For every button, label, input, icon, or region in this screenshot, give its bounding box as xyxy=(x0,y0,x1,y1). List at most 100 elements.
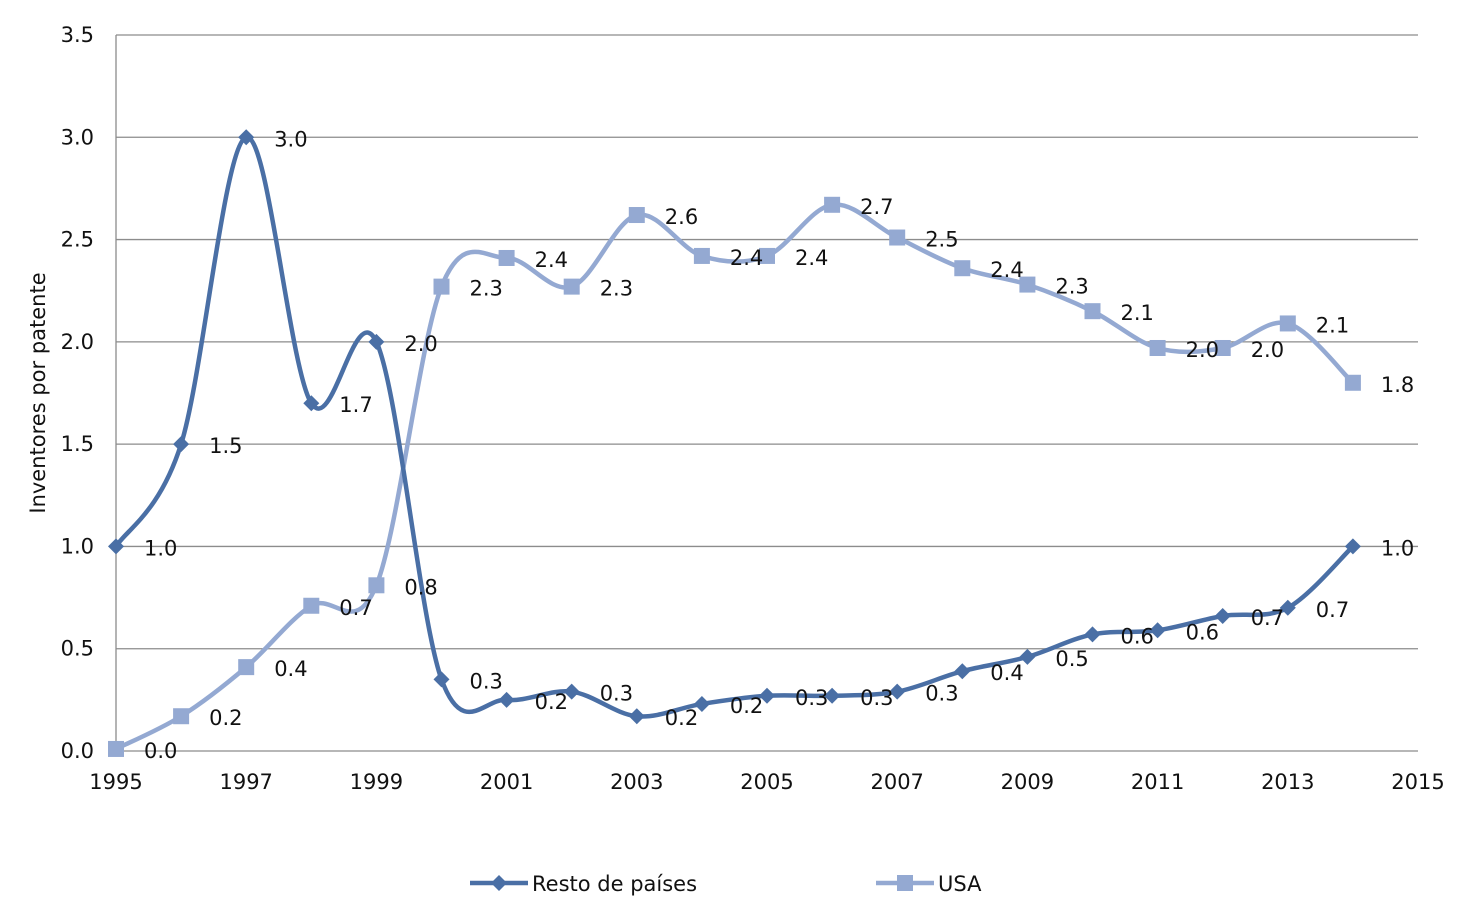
data-point xyxy=(498,249,515,266)
y-tick-label: 3.0 xyxy=(61,125,94,149)
series-line xyxy=(114,135,1355,719)
data-label: 2.0 xyxy=(404,332,437,356)
data-label: 2.0 xyxy=(1186,338,1219,362)
x-tick-label: 2013 xyxy=(1261,770,1314,794)
data-point xyxy=(693,695,710,712)
data-label: 2.5 xyxy=(925,228,958,252)
legend-label: Resto de países xyxy=(532,872,697,896)
data-point xyxy=(303,395,320,412)
data-label: 1.8 xyxy=(1381,373,1414,397)
data-point xyxy=(759,247,775,264)
data-label: 0.6 xyxy=(1186,620,1219,644)
data-point xyxy=(1019,276,1036,293)
x-tick-label: 1997 xyxy=(219,770,272,794)
axes: 0.0 0.5 1.0 1.5 2.0 2.5 3.0 3.5 1995 1997 1999 2001… xyxy=(61,23,1445,794)
x-tick-label: 2009 xyxy=(1001,770,1054,794)
data-label: 0.3 xyxy=(470,669,503,693)
data-label: 2.4 xyxy=(990,258,1023,282)
data-label: 0.8 xyxy=(404,575,437,599)
series-resto xyxy=(108,129,1361,725)
y-tick-label: 2.0 xyxy=(61,330,94,354)
data-label: 0.3 xyxy=(925,682,958,706)
data-point xyxy=(238,659,255,676)
data-label: 0.2 xyxy=(209,706,242,730)
data-point xyxy=(1149,339,1166,356)
data-point xyxy=(1279,599,1296,616)
x-tick-label: 2001 xyxy=(480,770,533,794)
data-labels: 1.0 1.5 3.0 1.7 2.0 0.3 0.2 0.3 0.2 0.2 0.3 0.3 0.3 0… xyxy=(144,127,1414,763)
data-point xyxy=(889,229,906,246)
data-label: 1.0 xyxy=(144,536,177,560)
data-label: 2.6 xyxy=(665,205,698,229)
data-label: 0.2 xyxy=(665,706,698,730)
x-tick-label: 2007 xyxy=(870,770,923,794)
data-label: 0.3 xyxy=(600,682,633,706)
y-axis-title: Inventores por patente xyxy=(26,272,50,513)
data-point xyxy=(108,740,124,757)
data-point xyxy=(498,691,515,708)
data-label: 2.3 xyxy=(600,277,633,301)
data-label: 0.7 xyxy=(339,596,372,620)
x-tick-label: 2005 xyxy=(740,770,793,794)
data-point xyxy=(693,247,710,264)
data-point xyxy=(889,683,906,700)
data-point xyxy=(1084,626,1101,643)
legend: Resto de países USA xyxy=(470,872,982,896)
data-point xyxy=(628,207,645,224)
data-point xyxy=(1019,648,1036,665)
legend-marker xyxy=(897,875,913,891)
x-tick-label: 1995 xyxy=(89,770,142,794)
data-label: 0.7 xyxy=(1251,606,1284,630)
data-label: 1.7 xyxy=(339,393,372,417)
data-label: 0.7 xyxy=(1316,598,1349,622)
legend-item: Resto de países xyxy=(470,872,697,896)
x-tick-label: 2011 xyxy=(1131,770,1184,794)
data-point xyxy=(433,671,450,688)
data-label: 0.4 xyxy=(274,657,307,681)
data-label: 3.0 xyxy=(274,127,307,151)
data-label: 2.1 xyxy=(1316,313,1349,337)
y-tick-label: 0.5 xyxy=(61,637,94,661)
grid-lines xyxy=(116,34,1418,650)
data-label: 0.2 xyxy=(730,694,763,718)
data-label: 0.3 xyxy=(795,686,828,710)
y-tick-label: 1.0 xyxy=(61,534,94,558)
data-point xyxy=(303,597,320,614)
data-label: 2.3 xyxy=(470,277,503,301)
data-label: 1.0 xyxy=(1381,536,1414,560)
data-label: 2.1 xyxy=(1121,301,1154,325)
legend-marker xyxy=(491,875,507,891)
y-tick-label: 3.5 xyxy=(61,23,94,47)
data-label: 0.4 xyxy=(990,661,1023,685)
data-point xyxy=(824,687,841,704)
data-point xyxy=(108,538,124,555)
data-point xyxy=(1214,339,1231,356)
data-label: 2.3 xyxy=(1055,275,1088,299)
data-point xyxy=(759,687,775,704)
data-point xyxy=(368,577,385,594)
data-label: 0.6 xyxy=(1121,624,1154,648)
data-point xyxy=(368,333,385,350)
data-point xyxy=(563,278,580,295)
data-point xyxy=(173,708,190,725)
data-point xyxy=(1214,607,1231,624)
data-label: 2.4 xyxy=(795,246,828,270)
y-tick-label: 2.5 xyxy=(61,228,94,252)
data-point xyxy=(628,708,645,725)
data-point xyxy=(1279,315,1296,332)
data-label: 2.4 xyxy=(730,246,763,270)
data-point xyxy=(1344,374,1361,391)
data-point xyxy=(1149,622,1166,639)
data-point xyxy=(1084,303,1101,320)
legend-item: USA xyxy=(876,872,982,896)
series-group xyxy=(108,129,1361,757)
data-label: 2.0 xyxy=(1251,338,1284,362)
x-tick-label: 2003 xyxy=(610,770,663,794)
x-tick-label: 2015 xyxy=(1391,770,1444,794)
y-tick-label: 1.5 xyxy=(61,432,94,456)
data-label: 2.7 xyxy=(860,195,893,219)
data-point xyxy=(954,663,971,680)
data-point xyxy=(824,196,841,213)
